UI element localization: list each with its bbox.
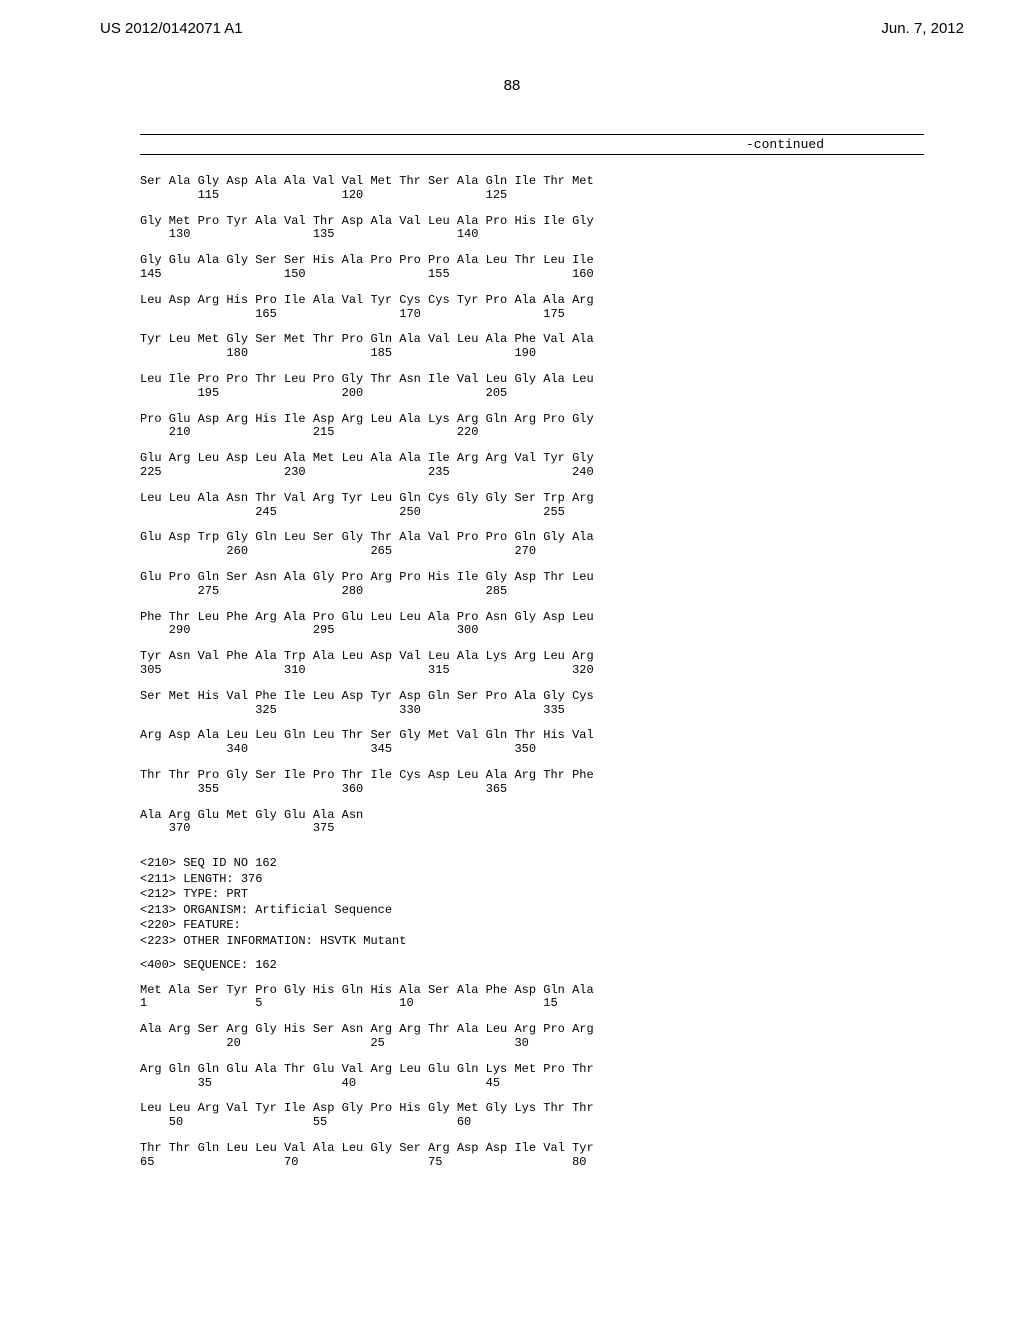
sequence-header: <400> SEQUENCE: 162 <box>140 958 1024 972</box>
sequence-positions: 115 120 125 <box>140 189 1024 203</box>
sequence-row: Ala Arg Ser Arg Gly His Ser Asn Arg Arg … <box>140 1023 1024 1037</box>
sequence-row: Leu Ile Pro Pro Thr Leu Pro Gly Thr Asn … <box>140 373 1024 387</box>
sequence-row: Gly Met Pro Tyr Ala Val Thr Asp Ala Val … <box>140 215 1024 229</box>
sequence-positions: 370 375 <box>140 822 1024 836</box>
sequence-positions: 275 280 285 <box>140 585 1024 599</box>
continued-label: -continued <box>0 137 824 152</box>
sequence-row: Glu Asp Trp Gly Gln Leu Ser Gly Thr Ala … <box>140 531 1024 545</box>
sequence-row: Met Ala Ser Tyr Pro Gly His Gln His Ala … <box>140 984 1024 998</box>
sequence-positions: 1 5 10 15 <box>140 997 1024 1011</box>
sequence-row: Glu Arg Leu Asp Leu Ala Met Leu Ala Ala … <box>140 452 1024 466</box>
sequence-positions: 305 310 315 320 <box>140 664 1024 678</box>
sequence-row: Thr Thr Gln Leu Leu Val Ala Leu Gly Ser … <box>140 1142 1024 1156</box>
sequence-positions: 225 230 235 240 <box>140 466 1024 480</box>
sequence-positions: 165 170 175 <box>140 308 1024 322</box>
sequence-positions: 130 135 140 <box>140 228 1024 242</box>
sequence-row: Ala Arg Glu Met Gly Glu Ala Asn <box>140 809 1024 823</box>
sequence-positions: 50 55 60 <box>140 1116 1024 1130</box>
sequence-row: Leu Leu Arg Val Tyr Ile Asp Gly Pro His … <box>140 1102 1024 1116</box>
sequence-row: Tyr Leu Met Gly Ser Met Thr Pro Gln Ala … <box>140 333 1024 347</box>
sequence-row: Leu Asp Arg His Pro Ile Ala Val Tyr Cys … <box>140 294 1024 308</box>
sequence-row: Ser Met His Val Phe Ile Leu Asp Tyr Asp … <box>140 690 1024 704</box>
sequence-row: Gly Glu Ala Gly Ser Ser His Ala Pro Pro … <box>140 254 1024 268</box>
sequence-row: Leu Leu Ala Asn Thr Val Arg Tyr Leu Gln … <box>140 492 1024 506</box>
sequence-positions: 180 185 190 <box>140 347 1024 361</box>
sequence-row: Glu Pro Gln Ser Asn Ala Gly Pro Arg Pro … <box>140 571 1024 585</box>
sequence-positions: 260 265 270 <box>140 545 1024 559</box>
page-number: 88 <box>0 77 1024 94</box>
sequence-block-2: Met Ala Ser Tyr Pro Gly His Gln His Ala … <box>0 984 1024 1170</box>
sequence-positions: 245 250 255 <box>140 506 1024 520</box>
sequence-row: Arg Gln Gln Glu Ala Thr Glu Val Arg Leu … <box>140 1063 1024 1077</box>
sequence-row: Thr Thr Pro Gly Ser Ile Pro Thr Ile Cys … <box>140 769 1024 783</box>
sequence-positions: 325 330 335 <box>140 704 1024 718</box>
sequence-positions: 145 150 155 160 <box>140 268 1024 282</box>
sequence-row: Pro Glu Asp Arg His Ile Asp Arg Leu Ala … <box>140 413 1024 427</box>
metadata-block: <210> SEQ ID NO 162 <211> LENGTH: 376 <2… <box>140 856 1024 950</box>
sequence-positions: 290 295 300 <box>140 624 1024 638</box>
sequence-positions: 355 360 365 <box>140 783 1024 797</box>
sequence-block-1: Ser Ala Gly Asp Ala Ala Val Val Met Thr … <box>0 175 1024 836</box>
sequence-positions: 65 70 75 80 <box>140 1156 1024 1170</box>
patent-number: US 2012/0142071 A1 <box>100 20 243 37</box>
sequence-row: Ser Ala Gly Asp Ala Ala Val Val Met Thr … <box>140 175 1024 189</box>
sequence-row: Tyr Asn Val Phe Ala Trp Ala Leu Asp Val … <box>140 650 1024 664</box>
sequence-row: Arg Asp Ala Leu Leu Gln Leu Thr Ser Gly … <box>140 729 1024 743</box>
sequence-positions: 35 40 45 <box>140 1077 1024 1091</box>
sequence-positions: 210 215 220 <box>140 426 1024 440</box>
patent-date: Jun. 7, 2012 <box>881 20 964 37</box>
sequence-row: Phe Thr Leu Phe Arg Ala Pro Glu Leu Leu … <box>140 611 1024 625</box>
header: US 2012/0142071 A1 Jun. 7, 2012 <box>0 0 1024 47</box>
sequence-positions: 340 345 350 <box>140 743 1024 757</box>
sequence-positions: 20 25 30 <box>140 1037 1024 1051</box>
separator-line-bottom <box>140 154 924 155</box>
sequence-positions: 195 200 205 <box>140 387 1024 401</box>
